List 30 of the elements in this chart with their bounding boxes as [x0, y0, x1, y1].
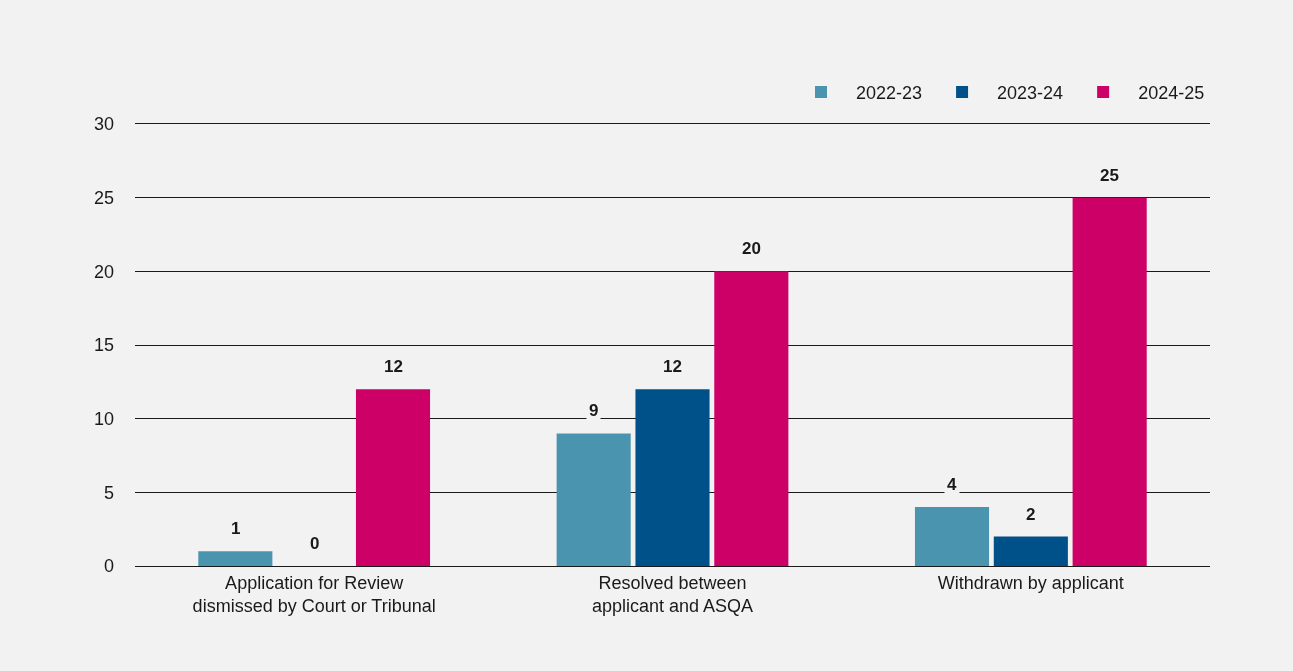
y-tick-label: 25 — [93, 187, 114, 208]
data-label: 4 — [947, 475, 957, 494]
bar — [556, 433, 631, 566]
x-tick-label: Resolved between applicant and ASQA — [591, 572, 754, 616]
bar — [914, 507, 990, 566]
data-label: 12 — [384, 357, 403, 376]
y-tick-label: 20 — [93, 261, 114, 282]
y-tick-label: 10 — [93, 408, 114, 429]
y-tick-label: 15 — [93, 335, 114, 356]
bar — [198, 551, 273, 566]
x-tick-label: Withdrawn by applicant — [937, 572, 1124, 593]
data-label: 0 — [310, 534, 320, 553]
data-label: 9 — [589, 401, 599, 420]
data-label: 1 — [231, 519, 241, 538]
bar — [355, 389, 431, 566]
bar — [714, 271, 789, 566]
legend-label: 2024-25 — [1138, 82, 1205, 103]
bar — [993, 536, 1068, 566]
data-label: 25 — [1100, 166, 1119, 185]
legend-label: 2023-24 — [997, 82, 1064, 103]
data-label: 20 — [742, 239, 761, 258]
x-tick-label: Application for Review dismissed by Court or Tribunal — [192, 572, 436, 616]
y-tick-label: 30 — [93, 114, 114, 135]
y-tick-label: 0 — [103, 556, 114, 577]
data-label: 2 — [1026, 505, 1036, 524]
bar — [635, 389, 710, 566]
data-label: 12 — [663, 357, 682, 376]
y-tick-label: 5 — [103, 482, 114, 503]
bar — [1072, 197, 1147, 566]
legend-label: 2022-23 — [856, 82, 923, 103]
